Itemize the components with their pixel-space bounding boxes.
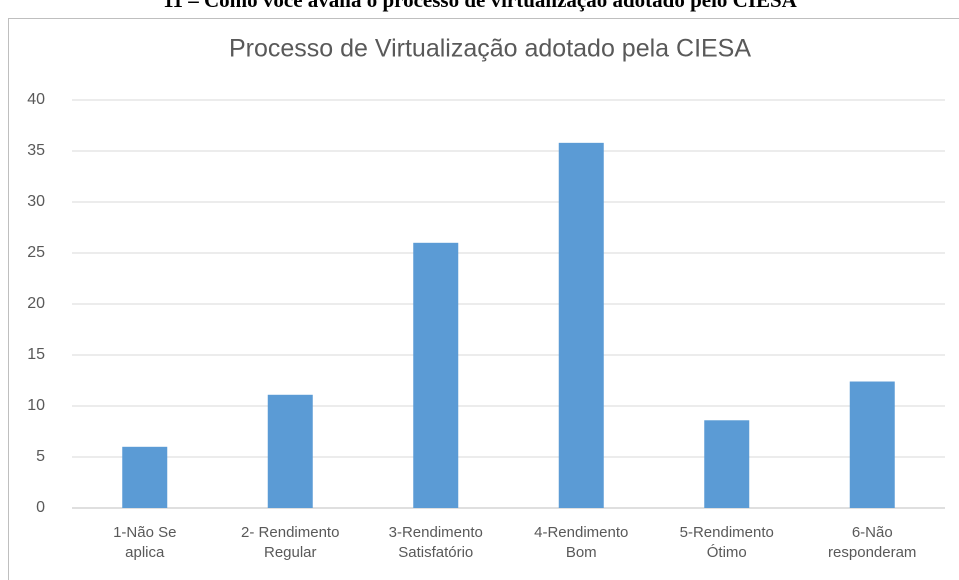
y-tick-label: 30: [27, 193, 45, 210]
y-tick-label: 25: [27, 244, 45, 261]
bar: [413, 242, 459, 509]
y-tick-label: 15: [27, 346, 45, 363]
x-tick-label: 6-Não: [852, 524, 893, 541]
x-tick-label: 1-Não Se: [113, 524, 176, 541]
x-tick-label: 4-Rendimento: [534, 524, 628, 541]
bar: [704, 420, 750, 508]
y-tick-label: 0: [36, 499, 45, 516]
bar: [122, 446, 168, 508]
y-tick-label: 40: [27, 91, 45, 108]
chart-title: Processo de Virtualização adotado pela C…: [229, 35, 751, 63]
x-tick-label: Satisfatório: [398, 544, 473, 561]
bar: [849, 381, 895, 508]
heading: 11 – Como você avalia o processo de virt…: [163, 0, 798, 12]
y-tick-label: 20: [27, 295, 45, 312]
y-tick-label: 5: [36, 448, 45, 465]
bar: [267, 394, 313, 508]
x-tick-label: 3-Rendimento: [389, 524, 483, 541]
x-tick-label: responderam: [828, 544, 916, 561]
x-tick-label: Regular: [264, 544, 317, 561]
x-tick-label: 5-Rendimento: [680, 524, 774, 541]
x-tick-label: aplica: [125, 544, 165, 561]
x-tick-label: Ótimo: [707, 544, 747, 561]
y-tick-label: 10: [27, 397, 45, 414]
chart-border: [8, 18, 959, 580]
y-tick-label: 35: [27, 142, 45, 159]
bar: [558, 142, 604, 508]
x-tick-label: 2- Rendimento: [241, 524, 339, 541]
x-tick-label: Bom: [566, 544, 597, 561]
